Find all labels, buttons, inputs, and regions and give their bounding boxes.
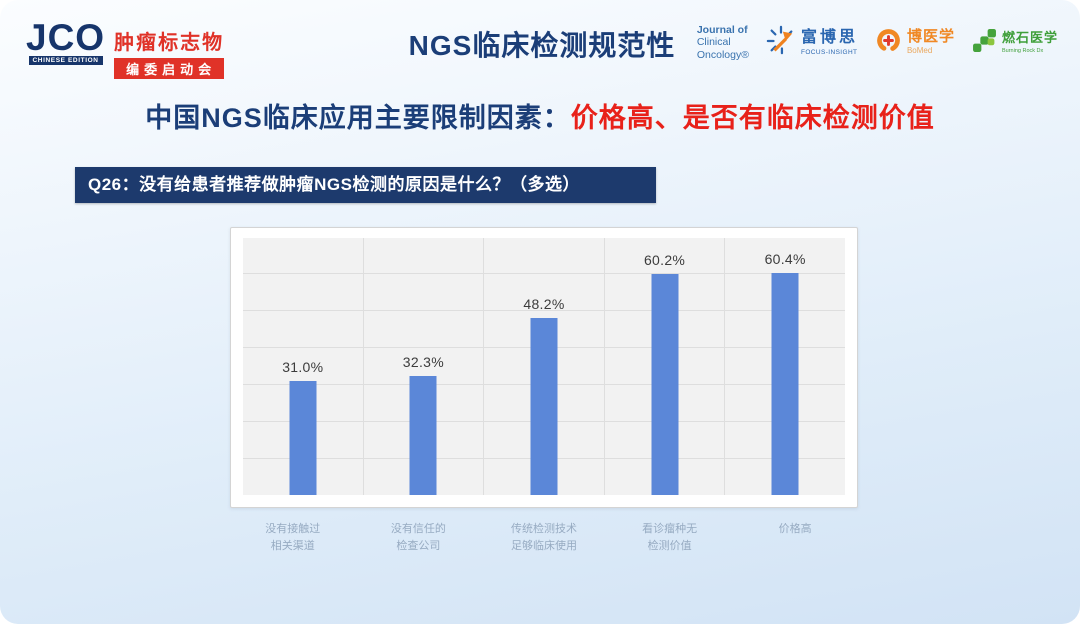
x-axis-label: 看诊瘤种无 检测价值 — [642, 523, 698, 553]
chart-category-column: 60.2% — [603, 238, 725, 495]
focus-insight-cn: 富博思 — [800, 29, 858, 47]
headline-highlight: 价格高、是否有临床检测价值 — [570, 103, 935, 133]
medical-cross-circle-icon — [875, 27, 902, 59]
green-squares-icon — [972, 28, 997, 58]
bar — [651, 273, 679, 495]
headline-prefix: 中国NGS临床应用主要限制因素： — [145, 103, 571, 133]
burning-rock-en: Burning Rock Dx — [1001, 47, 1044, 54]
event-title-line1: 肿瘤标志物 — [114, 32, 225, 54]
jco-logo: JCO CHINESE EDITION 肿瘤标志物 编委启动会 — [26, 17, 225, 79]
chart-category-column: 48.2% — [483, 238, 604, 495]
focus-insight-logo: 富博思 FOCUS-INSIGHT — [766, 25, 858, 60]
x-axis-label: 价格高 — [778, 523, 812, 535]
bar-value-label: 32.3% — [402, 354, 444, 371]
bar-value-label: 31.0% — [282, 359, 324, 376]
bar-chart-panel: 31.0% 32.3% 48.2% 60.2% 60.4% — [230, 227, 858, 508]
chart-category-column: 31.0% — [243, 238, 363, 495]
jco-edition-label: CHINESE EDITION — [28, 56, 103, 66]
jco-logo-mark: JCO CHINESE EDITION — [26, 17, 106, 66]
chart-category-column: 60.4% — [724, 238, 845, 495]
bomed-en: BoMed — [906, 46, 933, 56]
bar-value-label: 60.2% — [643, 251, 686, 268]
journal-of-clinical-oncology-logo: Journal of Clinical Oncology® — [697, 24, 749, 61]
journal-logo-line2: Clinical — [696, 36, 731, 49]
burning-rock-logo: 燃石医学 Burning Rock Dx — [972, 28, 1058, 58]
bar — [289, 381, 317, 495]
x-axis-label: 没有接触过 相关渠道 — [265, 523, 321, 553]
bar — [530, 318, 558, 495]
bomed-cn: 博医学 — [906, 27, 955, 45]
starburst-icon — [766, 25, 796, 60]
journal-logo-line1: Journal of — [696, 24, 748, 36]
page-title: NGS临床检测规范性 — [408, 30, 676, 61]
bar-chart-plot-area: 31.0% 32.3% 48.2% 60.2% 60.4% — [243, 238, 845, 495]
jco-acronym: JCO — [26, 17, 106, 58]
x-axis-label: 传统检测技术 足够临床使用 — [510, 523, 577, 553]
partner-logos: Journal of Clinical Oncology® — [697, 24, 1058, 61]
bar — [771, 273, 799, 495]
x-axis-label: 没有信任的 检查公司 — [390, 523, 446, 553]
slide-header: JCO CHINESE EDITION 肿瘤标志物 编委启动会 NGS临床检测规… — [26, 14, 1058, 79]
chart-category-column: 32.3% — [362, 238, 484, 495]
bar — [409, 376, 437, 495]
bar-value-label: 48.2% — [523, 296, 565, 313]
event-title-line2: 编委启动会 — [114, 58, 225, 79]
bomed-logo: 博医学 BoMed — [875, 27, 955, 59]
bar-value-label: 60.4% — [764, 251, 806, 268]
x-axis-labels: 没有接触过 相关渠道 没有信任的 检查公司 传统检测技术 足够临床使用 看诊瘤种无 检… — [230, 521, 858, 555]
burning-rock-cn: 燃石医学 — [1001, 30, 1058, 46]
event-title-block: 肿瘤标志物 编委启动会 — [114, 26, 225, 79]
question-banner: Q26：没有给患者推荐做肿瘤NGS检测的原因是什么？（多选） — [75, 167, 656, 203]
focus-insight-en: FOCUS-INSIGHT — [800, 48, 858, 56]
journal-logo-line3: Oncology® — [696, 48, 749, 61]
slide-headline: 中国NGS临床应用主要限制因素：价格高、是否有临床检测价值 — [0, 96, 1080, 135]
